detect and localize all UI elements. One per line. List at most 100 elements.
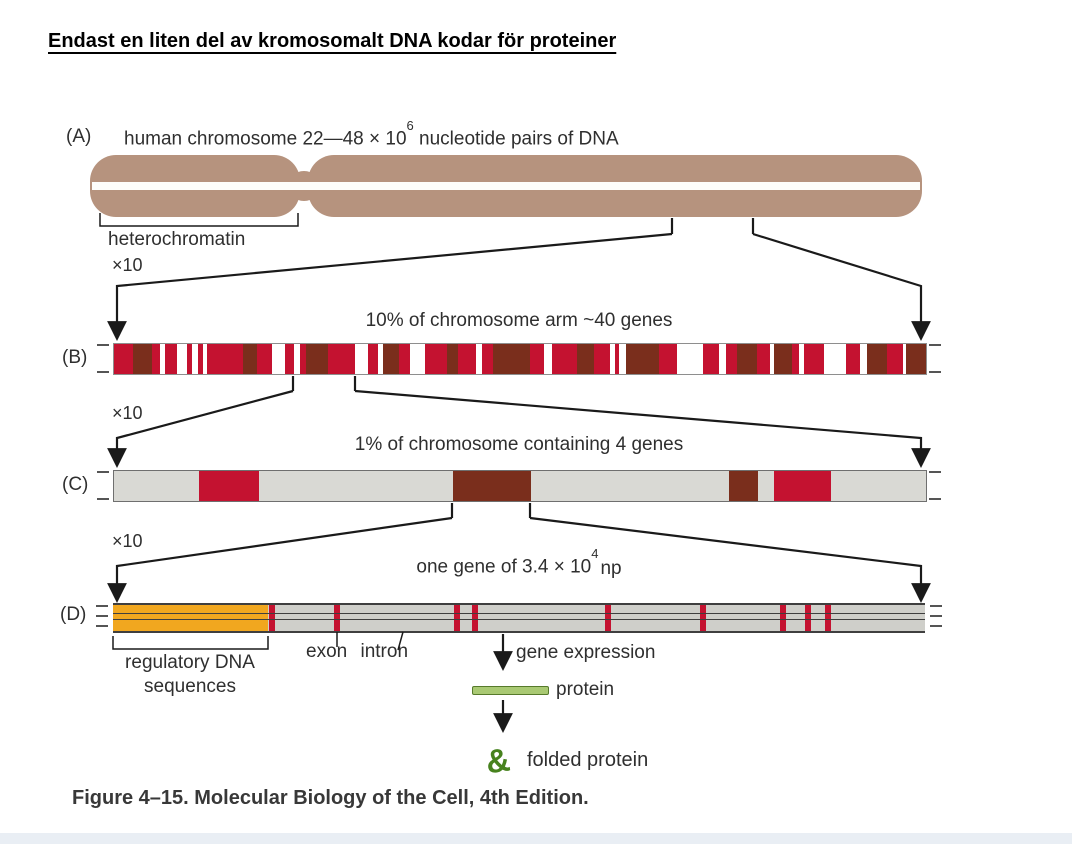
exon-tick [269,605,276,631]
band-segment [482,344,494,374]
band-segment [774,471,831,501]
band-segment [328,344,355,374]
chromosome-arm-band-bar [113,343,927,375]
band-segment [615,344,620,374]
band-segment [619,344,627,374]
band-segment [457,344,476,374]
folded-protein-label: folded protein [527,749,649,771]
band-segment [285,344,295,374]
exon-tick [700,605,707,631]
band-segment [354,344,368,374]
protein-label: protein [556,679,615,700]
exon-tick [454,605,461,631]
band-segment [737,344,757,374]
band-segment [425,344,447,374]
band-segment [377,344,384,374]
panel-a-heading-exponent: 6 [406,118,414,133]
band-segment [383,344,399,374]
band-segment [475,344,483,374]
band-segment [530,344,544,374]
panel-a-heading-post: nucleotide pairs of DNA [413,128,619,150]
panel-c-label: (C) [62,474,89,495]
band-segment [294,344,300,374]
band-segment [726,344,738,374]
band-segment [446,344,458,374]
exon-intron-label: exon intron [306,641,409,662]
band-segment [256,344,273,374]
band-segment [114,471,200,501]
band-segment [164,344,177,374]
figure-caption: Figure 4–15. Molecular Biology of the Ce… [72,787,589,809]
band-segment [452,471,532,501]
zoom-x10-label-2: ×10 [112,403,143,423]
panel-d-heading-exponent: 4 [591,546,599,561]
chromosome-segment-bar [113,470,927,502]
regulatory-dna-label-line2: sequences [144,676,236,697]
dna-strand-lines [113,613,925,620]
folded-protein-icon: & [483,740,513,781]
band-segment [207,344,243,374]
panel-d-heading-pre: one gene of 3.4 × 10 [416,556,592,578]
band-segment [774,344,792,374]
band-segment [823,344,846,374]
panel-c-heading: 1% of chromosome containing 4 genes [354,434,684,455]
band-segment [543,344,553,374]
panel-b-label: (B) [62,347,88,368]
exon-tick [805,605,812,631]
band-segment [176,344,187,374]
chromatid-stripe [92,182,920,190]
band-segment [906,344,926,374]
band-segment [160,344,165,374]
band-segment [203,344,208,374]
band-segment [626,344,660,374]
band-segment [493,344,531,374]
gene-bar [113,603,925,633]
panel-d-heading-np: np [600,558,622,580]
band-segment [398,344,410,374]
heterochromatin-label: heterochromatin [108,229,246,250]
band-segment [197,344,204,374]
band-segment [242,344,257,374]
band-segment [831,471,926,501]
band-segment [306,344,329,374]
band-segment [902,344,907,374]
exon-tick [825,605,832,631]
band-segment [114,344,133,374]
band-segment [659,344,677,374]
band-segment [409,344,425,374]
panel-a-heading: human chromosome 22—48 × 106 nucleotide … [124,118,619,150]
band-segment [272,344,286,374]
band-segment [703,344,720,374]
band-segment [594,344,610,374]
band-segment [757,471,775,501]
band-segment [199,471,260,501]
footer-band [0,833,1072,844]
gene-expression-label: gene expression [516,642,656,663]
band-segment [866,344,887,374]
band-segment [367,344,378,374]
band-segment [845,344,861,374]
band-segment [186,344,193,374]
band-segment [132,344,153,374]
exon-tick [779,605,786,631]
band-segment [798,344,805,374]
panel-d-label: (D) [60,604,87,625]
panel-b-heading: 10% of chromosome arm ~40 genes [365,310,673,331]
band-segment [576,344,595,374]
regulatory-dna-region [113,605,269,631]
panel-d-heading: one gene of 3.4 × 104np [113,546,925,580]
band-segment [792,344,799,374]
band-segment [152,344,161,374]
band-segment [728,471,758,501]
band-segment [259,471,453,501]
panel-a-heading-pre: human chromosome 22—48 × 10 [124,128,407,150]
band-segment [860,344,867,374]
band-segment [299,344,307,374]
band-segment [719,344,727,374]
exon-tick [605,605,612,631]
band-segment [886,344,903,374]
band-segment [192,344,198,374]
slide-title: Endast en liten del av kromosomalt DNA k… [48,30,617,52]
band-segment [552,344,577,374]
